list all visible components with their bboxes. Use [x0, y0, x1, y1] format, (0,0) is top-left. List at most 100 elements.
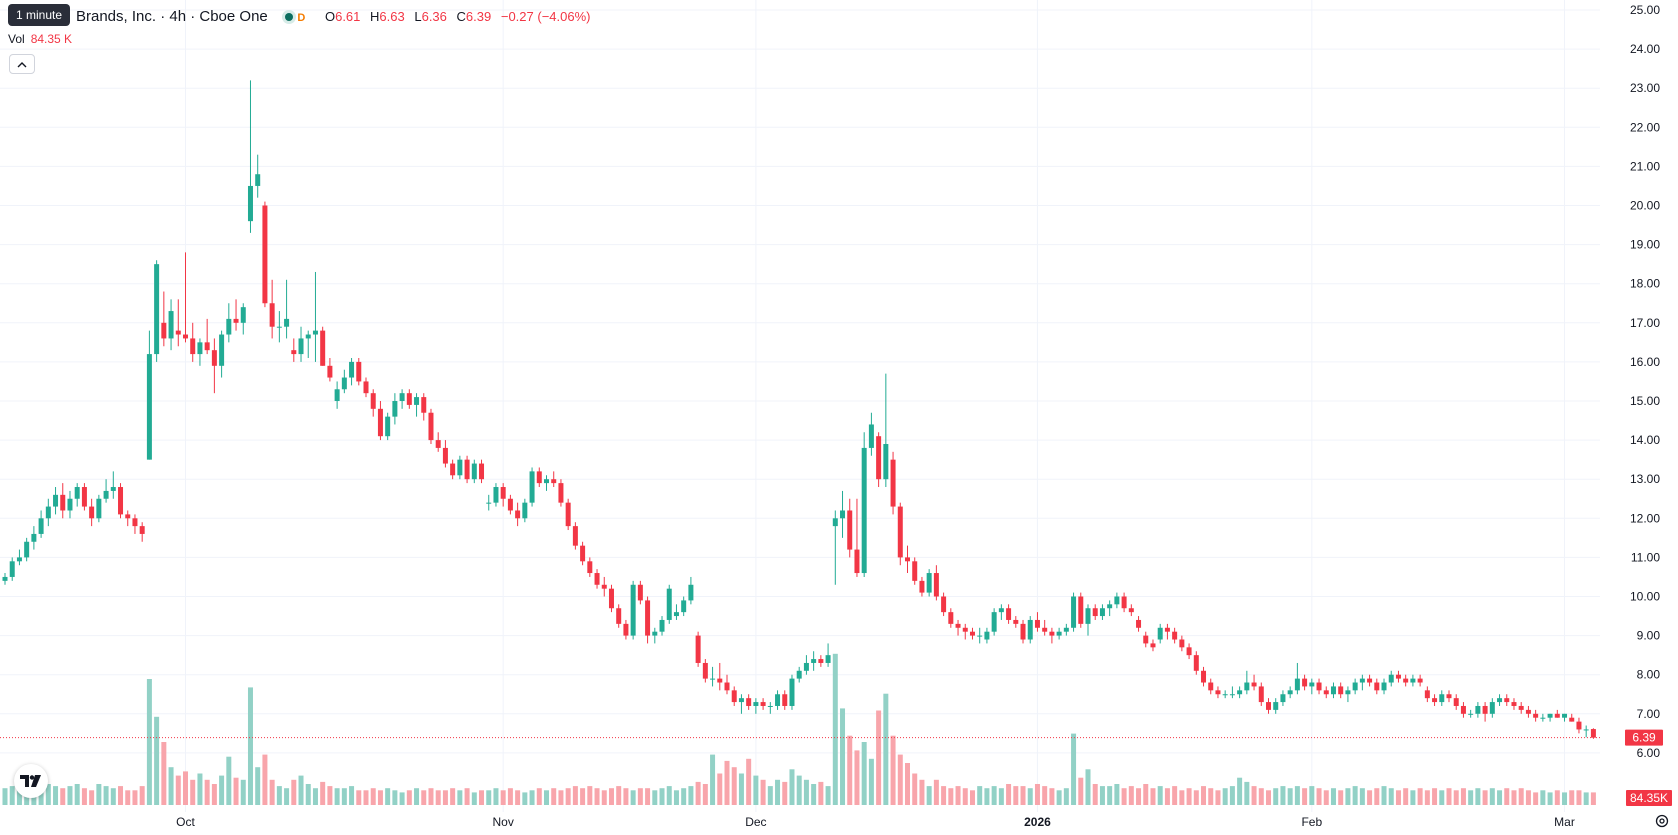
- candle-body: [291, 350, 297, 355]
- volume-bar: [312, 788, 318, 805]
- candle-body: [479, 463, 485, 480]
- last-volume-text: 84.35K: [1630, 791, 1668, 805]
- collapse-legend-button[interactable]: [9, 54, 35, 74]
- candle-body: [1201, 670, 1207, 683]
- volume-bar: [1533, 792, 1539, 805]
- open-label: O: [324, 9, 336, 24]
- symbol-title[interactable]: Brands, Inc. · 4h · Cboe One: [76, 8, 268, 25]
- volume-bar: [1034, 784, 1040, 805]
- candle-body: [132, 518, 138, 527]
- volume-bar: [1143, 784, 1149, 805]
- volume-bar: [1525, 790, 1531, 805]
- candle-body: [825, 655, 831, 663]
- volume-bar: [103, 786, 109, 805]
- candle-body: [341, 377, 347, 390]
- candle-body: [1569, 717, 1575, 722]
- candle-body: [515, 510, 521, 519]
- candle-body: [349, 361, 355, 378]
- candle-body: [601, 584, 607, 589]
- volume-bar: [1395, 790, 1401, 805]
- candle-body: [933, 573, 939, 597]
- candle-body: [1504, 698, 1510, 703]
- candle-body: [60, 494, 66, 511]
- candle-body: [1114, 596, 1120, 605]
- candle-body: [183, 334, 188, 339]
- candle-body: [457, 459, 463, 476]
- candle-body: [1533, 713, 1539, 718]
- candle-body: [247, 185, 253, 222]
- candle-body: [435, 440, 441, 448]
- volume-bar: [486, 790, 492, 805]
- volume-bar: [832, 653, 838, 805]
- x-tick-label: Dec: [745, 815, 766, 829]
- candle-body: [125, 514, 131, 519]
- candle-body: [1287, 690, 1293, 695]
- volume-bar: [623, 788, 629, 805]
- volume-bar: [1446, 788, 1452, 805]
- volume-bar: [392, 790, 398, 805]
- volume-bar: [139, 786, 145, 805]
- candle-body: [775, 694, 781, 706]
- candle-body: [1107, 604, 1113, 609]
- volume-bar: [962, 788, 968, 805]
- candle-body: [616, 608, 622, 624]
- x-tick-label: Feb: [1301, 815, 1322, 829]
- interval-badge[interactable]: D: [297, 12, 306, 24]
- candle-body: [219, 334, 225, 366]
- candle-body: [1468, 713, 1474, 715]
- candle-body: [1439, 694, 1445, 703]
- candle-body: [67, 498, 73, 511]
- volume-bar: [775, 779, 781, 805]
- y-tick-label: 18.00: [1630, 277, 1660, 291]
- volume-bar: [767, 786, 773, 805]
- candle-body: [594, 573, 600, 585]
- y-tick-label: 13.00: [1630, 472, 1660, 486]
- volume-value: 84.35 K: [30, 32, 73, 46]
- market-status-dot[interactable]: [285, 13, 294, 22]
- candle-body: [840, 510, 846, 519]
- volume-bar: [53, 786, 59, 805]
- volume-bar: [183, 771, 188, 805]
- y-tick-label: 25.00: [1630, 3, 1660, 17]
- volume-bar: [1027, 788, 1033, 805]
- candle-body: [1273, 702, 1279, 710]
- volume-bar: [601, 790, 607, 805]
- volume-bar: [558, 790, 564, 805]
- volume-bar: [630, 790, 636, 805]
- settings-icon[interactable]: [1654, 813, 1670, 829]
- volume-bar: [197, 773, 203, 805]
- volume-bar: [298, 775, 304, 805]
- volume-bar: [753, 775, 759, 805]
- candle-body: [1489, 702, 1495, 714]
- candle-body: [1432, 698, 1438, 703]
- candle-body: [110, 487, 116, 491]
- candle-body: [1179, 639, 1185, 648]
- candle-body: [1266, 702, 1271, 710]
- volume-bars: [2, 653, 1596, 805]
- volume-bar: [1013, 786, 1019, 805]
- volume-bar: [1359, 788, 1365, 805]
- candle-body: [414, 397, 420, 405]
- x-tick-label: Oct: [176, 815, 195, 829]
- tradingview-logo-icon[interactable]: [14, 764, 48, 798]
- volume-bar: [847, 735, 853, 805]
- candle-body: [305, 334, 311, 339]
- candle-body: [962, 627, 968, 632]
- high-label: H: [370, 9, 380, 24]
- volume-bar: [1562, 792, 1568, 805]
- candle-body: [854, 549, 860, 574]
- candle-body: [969, 631, 975, 636]
- candle-body: [1020, 623, 1026, 640]
- candle-body: [1525, 709, 1531, 714]
- candle-body: [31, 533, 37, 542]
- candle-body: [320, 330, 326, 366]
- volume-bar: [363, 790, 369, 805]
- candle-body: [262, 205, 268, 304]
- open-value: 6.61: [335, 9, 361, 24]
- volume-bar: [1092, 784, 1098, 805]
- volume-bar: [334, 788, 340, 805]
- volume-bar: [955, 786, 961, 805]
- candle-body: [9, 561, 15, 577]
- volume-bar: [529, 790, 535, 805]
